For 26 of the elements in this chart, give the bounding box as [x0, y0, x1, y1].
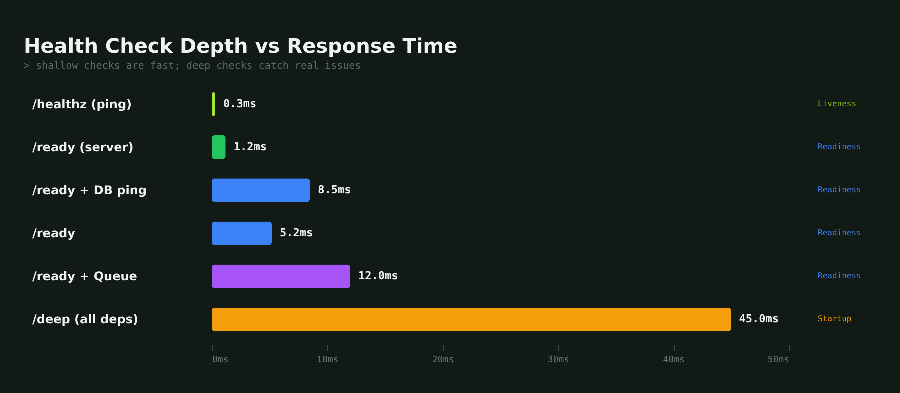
- y-tick-label: /ready + DB ping: [32, 183, 147, 198]
- text: Readiness: [818, 185, 862, 194]
- y-tick-label: /healthz (ping): [32, 97, 132, 112]
- text: Startup: [818, 314, 852, 324]
- text: Readiness: [818, 272, 862, 281]
- x-tick-label: 0ms: [212, 356, 229, 366]
- x-tick-label: 40ms: [663, 356, 685, 366]
- y-tick-label: /ready (server): [32, 140, 134, 154]
- data-label: 12.0ms: [358, 270, 398, 283]
- text: Readiness: [818, 228, 862, 238]
- text: Readiness: [818, 142, 862, 152]
- data-label: 0.3ms: [223, 97, 257, 110]
- x-tick-label: 20ms: [432, 356, 454, 366]
- data-label: 1.2ms: [234, 140, 267, 154]
- y-tick-label: /deep (all deps): [32, 312, 138, 327]
- data-label: 45.0ms: [739, 312, 780, 326]
- x-tick-label: 10ms: [317, 356, 339, 366]
- text: Liveness: [818, 99, 857, 108]
- y-tick-label: /ready + Queue: [32, 270, 138, 284]
- chart-title: Health Check Depth vs Response Time: [24, 34, 458, 58]
- x-tick-label: 50ms: [768, 356, 790, 366]
- data-label: 8.5ms: [318, 183, 352, 196]
- data-label: 5.2ms: [280, 226, 314, 240]
- chart-subtitle: > shallow checks are fast; deep checks catch real issues: [24, 61, 362, 72]
- x-tick-label: 30ms: [548, 356, 570, 366]
- y-tick-label: /ready: [32, 226, 76, 241]
